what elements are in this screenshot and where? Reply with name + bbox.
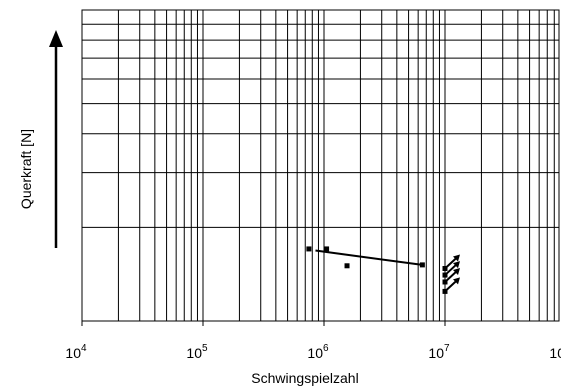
x-axis-label: Schwingspielzahl <box>251 370 358 386</box>
trend-lines <box>315 249 423 266</box>
runout-arrows <box>444 254 460 293</box>
x-tick-label: 106 <box>307 343 329 361</box>
runout-arrow-head <box>453 277 460 285</box>
y-axis-label: Querkraft [N] <box>18 129 34 209</box>
x-tick-labels: 104 105 106 107 108 <box>65 321 561 361</box>
trend-line <box>315 249 423 266</box>
plot-area-border <box>81 9 560 322</box>
data-point-marker <box>306 246 312 252</box>
runout-arrow-head <box>453 267 460 275</box>
data-point-marker <box>419 262 425 268</box>
x-tick-label: 105 <box>186 343 208 361</box>
x-tick-label: 104 <box>65 343 87 361</box>
x-tick-label: 108 <box>549 343 561 361</box>
data-point-marker <box>324 246 330 252</box>
y-gridlines <box>82 23 559 228</box>
runout-arrow-head <box>453 261 460 269</box>
x-gridlines <box>117 10 555 321</box>
x-tick-label: 107 <box>428 343 450 361</box>
runout-arrow-head <box>453 254 460 262</box>
y-axis-arrow <box>49 30 63 248</box>
data-point-marker <box>344 263 350 269</box>
